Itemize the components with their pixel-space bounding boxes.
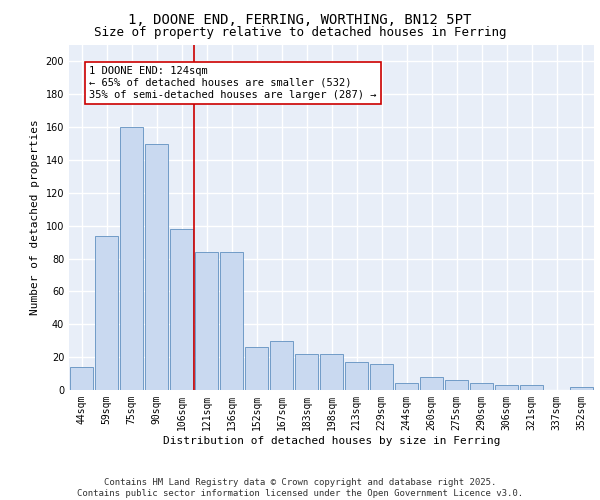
Text: Size of property relative to detached houses in Ferring: Size of property relative to detached ho… (94, 26, 506, 39)
Bar (495, 385, 518, 390)
Bar (370, 364, 393, 390)
Bar (220, 252, 243, 390)
Bar (145, 144, 168, 390)
Bar (470, 384, 493, 390)
X-axis label: Distribution of detached houses by size in Ferring: Distribution of detached houses by size … (163, 436, 500, 446)
Bar (95, 236, 118, 390)
Bar (245, 348, 268, 390)
Bar (170, 229, 193, 390)
Bar (270, 340, 293, 390)
Bar (120, 127, 143, 390)
Bar (345, 362, 368, 390)
Text: 1 DOONE END: 124sqm
← 65% of detached houses are smaller (532)
35% of semi-detac: 1 DOONE END: 124sqm ← 65% of detached ho… (89, 66, 377, 100)
Bar (70, 367, 93, 390)
Y-axis label: Number of detached properties: Number of detached properties (30, 120, 40, 316)
Bar (420, 377, 443, 390)
Bar (570, 386, 593, 390)
Bar (520, 385, 543, 390)
Bar (395, 384, 418, 390)
Bar (195, 252, 218, 390)
Bar (295, 354, 318, 390)
Bar (320, 354, 343, 390)
Text: Contains HM Land Registry data © Crown copyright and database right 2025.
Contai: Contains HM Land Registry data © Crown c… (77, 478, 523, 498)
Bar (445, 380, 468, 390)
Text: 1, DOONE END, FERRING, WORTHING, BN12 5PT: 1, DOONE END, FERRING, WORTHING, BN12 5P… (128, 12, 472, 26)
